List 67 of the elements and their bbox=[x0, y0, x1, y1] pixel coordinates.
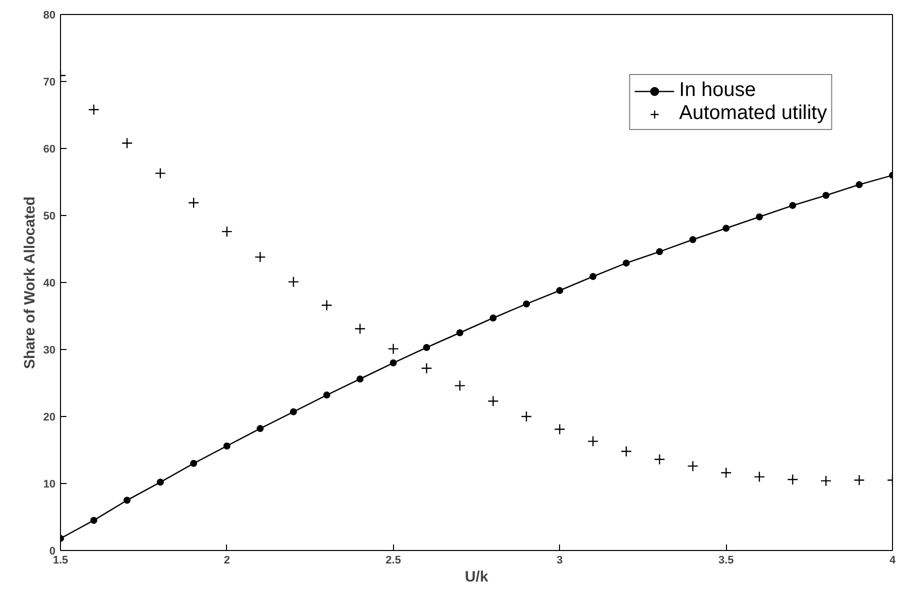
point bbox=[90, 516, 98, 524]
x-tick-label: 2 bbox=[224, 554, 230, 566]
point bbox=[720, 467, 732, 478]
point bbox=[254, 251, 266, 263]
point bbox=[154, 168, 166, 179]
y-tick-label: 0 bbox=[49, 546, 56, 558]
point bbox=[423, 344, 430, 351]
x-tick-label: 2.5 bbox=[386, 554, 401, 566]
point bbox=[620, 446, 632, 457]
y-tick-label: 80 bbox=[43, 10, 56, 22]
y-tick-label: 40 bbox=[43, 278, 56, 290]
point bbox=[722, 224, 730, 232]
point bbox=[124, 496, 131, 504]
point bbox=[490, 314, 497, 322]
point bbox=[288, 276, 300, 288]
point bbox=[390, 359, 397, 366]
y-tick-label: 10 bbox=[43, 478, 56, 490]
point bbox=[654, 454, 666, 465]
point bbox=[554, 424, 566, 435]
point bbox=[656, 248, 664, 256]
point bbox=[754, 471, 765, 482]
point bbox=[190, 460, 198, 467]
point bbox=[156, 478, 164, 486]
point bbox=[420, 362, 432, 374]
point bbox=[856, 181, 863, 188]
legend-label: In house bbox=[679, 79, 756, 102]
x-axis-title: U/k bbox=[464, 568, 489, 586]
point bbox=[556, 287, 564, 294]
point bbox=[587, 436, 599, 447]
point bbox=[454, 380, 466, 392]
point bbox=[589, 272, 596, 280]
point bbox=[789, 202, 796, 209]
point bbox=[221, 226, 232, 238]
y-tick-label: 20 bbox=[43, 412, 56, 424]
y-tick-label: 30 bbox=[43, 344, 56, 356]
x-tick-label: 1.5 bbox=[52, 554, 68, 566]
point bbox=[622, 260, 630, 267]
y-tick-label: 60 bbox=[43, 144, 56, 156]
point bbox=[121, 138, 133, 149]
point bbox=[787, 474, 798, 486]
point bbox=[388, 343, 399, 354]
point bbox=[88, 104, 100, 116]
point bbox=[822, 192, 830, 199]
point bbox=[689, 236, 696, 244]
point bbox=[820, 475, 832, 486]
point bbox=[354, 323, 366, 334]
point bbox=[488, 395, 499, 407]
x-tick-label: 3 bbox=[556, 554, 563, 566]
point bbox=[522, 300, 530, 308]
point bbox=[456, 329, 464, 336]
point bbox=[756, 213, 763, 220]
x-tick-label: 3.5 bbox=[718, 554, 734, 566]
point bbox=[188, 197, 200, 208]
point bbox=[854, 474, 865, 486]
point bbox=[223, 442, 230, 450]
x-tick-label: 4 bbox=[889, 554, 896, 566]
point bbox=[687, 460, 698, 472]
y-tick-label: 70 bbox=[43, 76, 56, 88]
legend-label: Automated utility bbox=[679, 102, 827, 125]
point bbox=[256, 425, 264, 432]
y-tick-label: 50 bbox=[43, 210, 56, 222]
point bbox=[290, 408, 297, 416]
point bbox=[321, 300, 332, 311]
point bbox=[356, 375, 364, 382]
point bbox=[323, 392, 330, 399]
point bbox=[520, 410, 532, 422]
y-axis-title: Share of Work Allocated bbox=[21, 196, 38, 370]
